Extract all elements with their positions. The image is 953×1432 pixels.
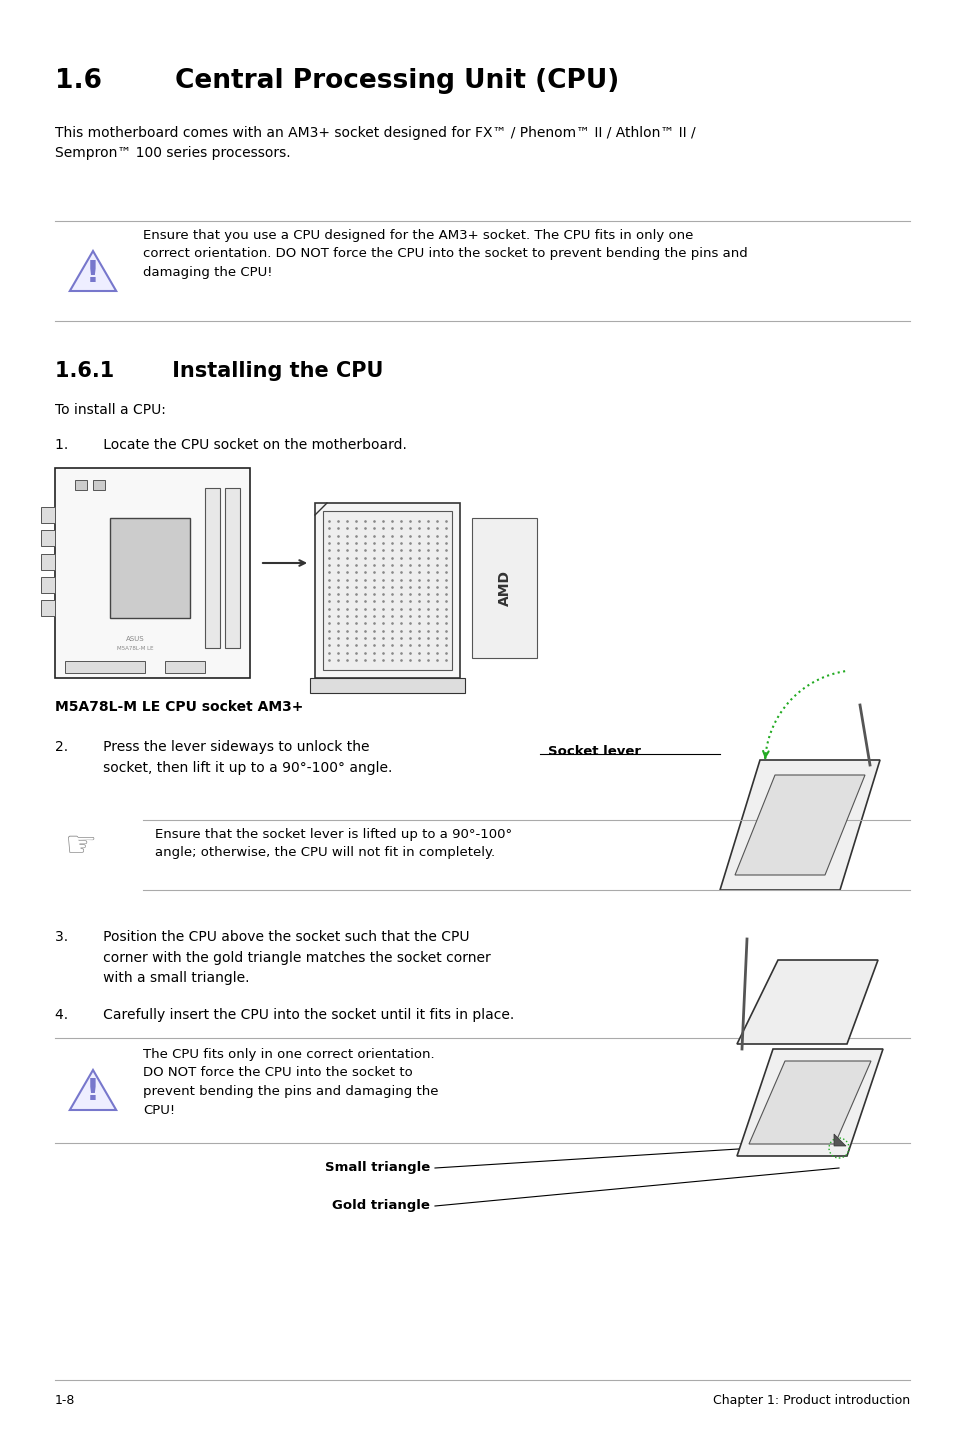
Text: 2.        Press the lever sideways to unlock the
           socket, then lift it: 2. Press the lever sideways to unlock th…: [55, 740, 392, 775]
Text: 3.        Position the CPU above the socket such that the CPU
           corner : 3. Position the CPU above the socket suc…: [55, 929, 490, 985]
Text: AMD: AMD: [497, 570, 511, 606]
Text: ☞: ☞: [65, 828, 97, 862]
Text: M5A78L-M LE CPU socket AM3+: M5A78L-M LE CPU socket AM3+: [55, 700, 303, 715]
FancyBboxPatch shape: [314, 503, 459, 677]
FancyBboxPatch shape: [41, 554, 55, 570]
Polygon shape: [70, 1070, 116, 1110]
Polygon shape: [748, 1061, 870, 1144]
FancyBboxPatch shape: [41, 507, 55, 523]
Polygon shape: [720, 760, 879, 891]
Text: To install a CPU:: To install a CPU:: [55, 402, 166, 417]
Text: M5A78L-M LE: M5A78L-M LE: [116, 646, 153, 652]
Text: Socket lever: Socket lever: [547, 746, 640, 759]
FancyBboxPatch shape: [55, 468, 250, 677]
FancyBboxPatch shape: [41, 577, 55, 593]
Text: 1.        Locate the CPU socket on the motherboard.: 1. Locate the CPU socket on the motherbo…: [55, 438, 406, 453]
Text: 1.6        Central Processing Unit (CPU): 1.6 Central Processing Unit (CPU): [55, 67, 618, 95]
Text: ASUS: ASUS: [126, 636, 144, 642]
FancyBboxPatch shape: [165, 662, 205, 673]
Text: Gold triangle: Gold triangle: [332, 1200, 430, 1213]
Polygon shape: [734, 775, 864, 875]
FancyBboxPatch shape: [41, 600, 55, 616]
Text: 1.6.1        Installing the CPU: 1.6.1 Installing the CPU: [55, 361, 383, 381]
FancyBboxPatch shape: [92, 480, 105, 490]
Text: Ensure that the socket lever is lifted up to a 90°-100°
angle; otherwise, the CP: Ensure that the socket lever is lifted u…: [154, 828, 512, 859]
FancyBboxPatch shape: [472, 518, 537, 657]
Text: Chapter 1: Product introduction: Chapter 1: Product introduction: [712, 1393, 909, 1408]
FancyBboxPatch shape: [310, 677, 464, 693]
Text: 4.        Carefully insert the CPU into the socket until it fits in place.: 4. Carefully insert the CPU into the soc…: [55, 1008, 514, 1022]
Text: 1-8: 1-8: [55, 1393, 75, 1408]
Text: This motherboard comes with an AM3+ socket designed for FX™ / Phenom™ II / Athlo: This motherboard comes with an AM3+ sock…: [55, 126, 695, 160]
Text: Small triangle: Small triangle: [324, 1161, 430, 1174]
Polygon shape: [70, 251, 116, 291]
Polygon shape: [737, 1050, 882, 1156]
Polygon shape: [833, 1134, 845, 1146]
FancyBboxPatch shape: [110, 518, 190, 619]
Text: !: !: [86, 259, 100, 288]
FancyBboxPatch shape: [65, 662, 145, 673]
FancyBboxPatch shape: [323, 511, 452, 670]
Text: The CPU fits only in one correct orientation.
DO NOT force the CPU into the sock: The CPU fits only in one correct orienta…: [143, 1048, 438, 1117]
FancyBboxPatch shape: [41, 530, 55, 546]
Text: !: !: [86, 1077, 100, 1107]
FancyBboxPatch shape: [205, 488, 220, 649]
FancyBboxPatch shape: [75, 480, 87, 490]
FancyBboxPatch shape: [225, 488, 240, 649]
Polygon shape: [737, 959, 877, 1044]
Text: Ensure that you use a CPU designed for the AM3+ socket. The CPU fits in only one: Ensure that you use a CPU designed for t…: [143, 229, 747, 279]
